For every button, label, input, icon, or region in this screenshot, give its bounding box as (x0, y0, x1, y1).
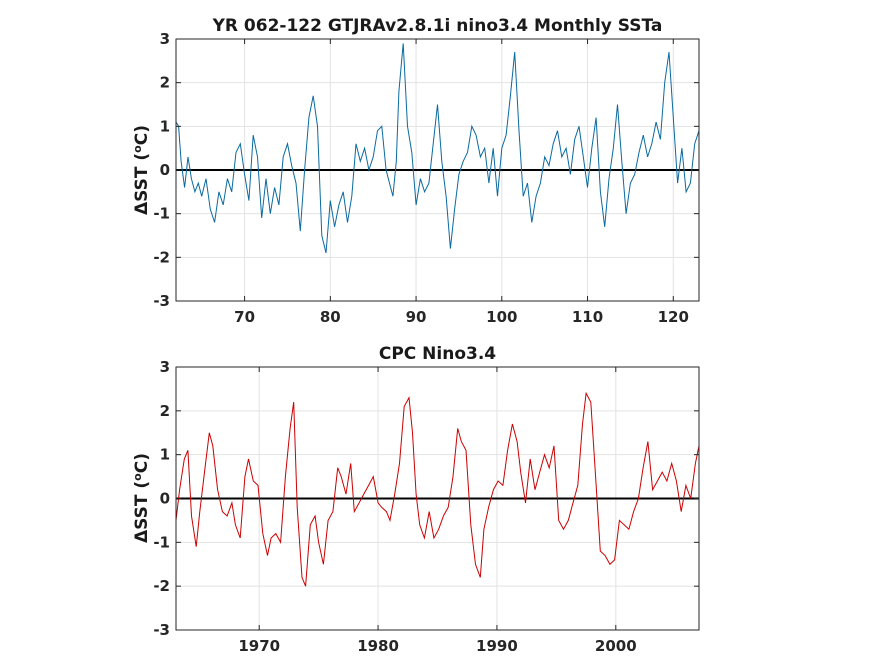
top-chart-title: YR 062-122 GTJRAv2.8.1i nino3.4 Monthly … (212, 16, 663, 36)
top-ylabel-unit: C) (132, 125, 152, 145)
top-ytick-label-2: 2 (160, 74, 170, 92)
bottom-ytick-label-2: 2 (160, 402, 170, 420)
bottom-ytick-label-0: 0 (160, 490, 170, 508)
top-tick-marks (176, 38, 699, 302)
bottom-ytick-label-1: 1 (160, 446, 170, 464)
bottom-ytick-labels: -3 -2 -1 0 1 2 3 (153, 358, 170, 639)
bottom-ytick-label--2: -2 (153, 577, 170, 595)
bottom-xtick-labels: 1970 1980 1990 2000 (238, 637, 636, 655)
bottom-chart-title: CPC Nino3.4 (379, 344, 496, 364)
top-ytick-label--3: -3 (153, 292, 170, 310)
top-y-axis-label: ΔSST (oC) (131, 125, 152, 215)
bottom-y-axis-label: ΔSST (oC) (131, 453, 152, 543)
top-ytick-labels: -3 -2 -1 0 1 2 3 (153, 30, 170, 310)
bottom-xtick-label-1990: 1990 (476, 637, 518, 655)
top-ytick-label--2: -2 (153, 248, 170, 266)
top-xtick-label-90: 90 (406, 308, 427, 326)
top-xtick-label-110: 110 (572, 308, 603, 326)
bottom-xtick-label-1970: 1970 (238, 637, 280, 655)
bottom-ytick-label--1: -1 (153, 533, 170, 551)
top-ytick-label-3: 3 (160, 30, 170, 48)
top-xtick-label-120: 120 (658, 308, 689, 326)
top-xtick-labels: 70 80 90 100 110 120 (234, 308, 689, 326)
top-chart-panel: 70 80 90 100 110 120 -3 -2 -1 0 1 2 3 YR 062-122 GT… (131, 16, 700, 326)
top-series-line (175, 43, 700, 254)
top-ytick-label-1: 1 (160, 117, 170, 135)
top-ytick-label--1: -1 (153, 205, 170, 223)
top-xtick-label-100: 100 (486, 308, 517, 326)
top-ylabel-degree: o (131, 145, 144, 153)
bottom-ylabel-unit: C) (132, 453, 152, 473)
top-xtick-label-80: 80 (320, 308, 341, 326)
bottom-ylabel-main: ΔSST ( (132, 481, 152, 543)
top-ylabel-main: ΔSST ( (132, 153, 152, 215)
bottom-tick-marks (176, 366, 699, 631)
top-xtick-label-70: 70 (234, 308, 255, 326)
top-ytick-label-0: 0 (160, 161, 170, 179)
bottom-ylabel-degree: o (131, 473, 144, 481)
bottom-xtick-label-1980: 1980 (357, 637, 399, 655)
bottom-ytick-label--3: -3 (153, 621, 170, 639)
bottom-series-line (175, 391, 700, 587)
bottom-ytick-label-3: 3 (160, 358, 170, 376)
bottom-xtick-label-2000: 2000 (595, 637, 637, 655)
